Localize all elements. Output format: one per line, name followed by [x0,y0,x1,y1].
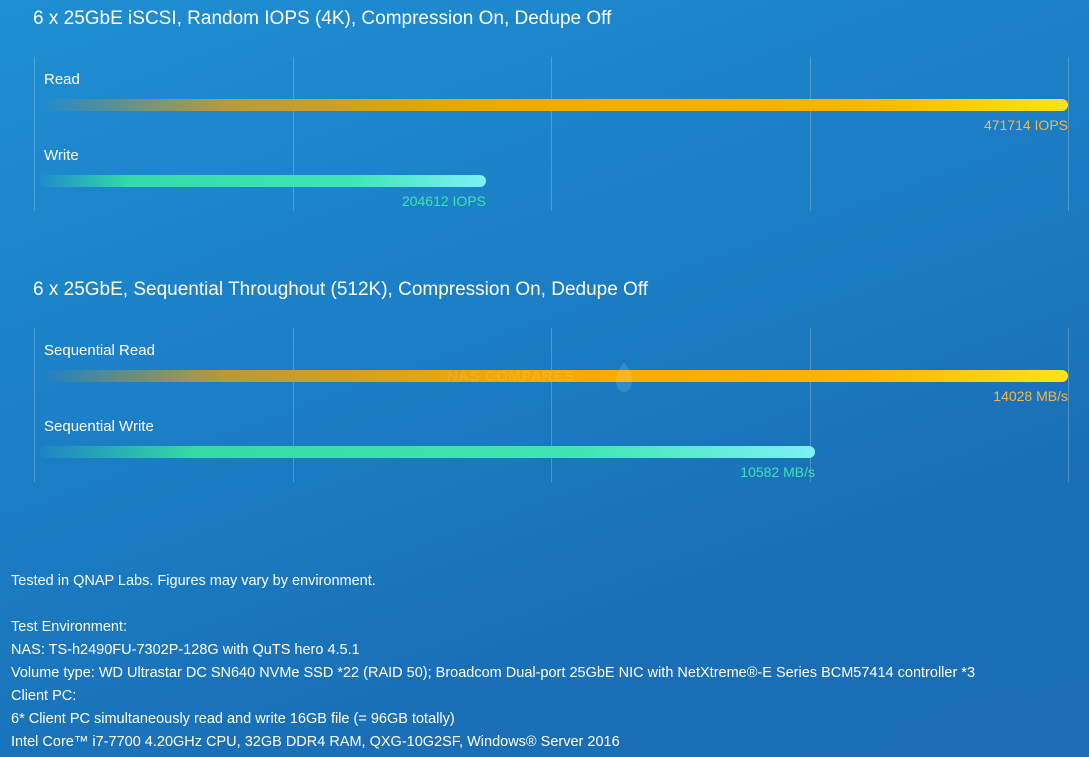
chart-title-sequential: 6 x 25GbE, Sequential Throughout (512K),… [33,279,649,300]
client-pc-heading: Client PC: [11,688,77,704]
sequential-plot: Sequential Read 14028 MB/s Sequential Wr… [34,328,1069,482]
bar-sequential-write [40,446,815,458]
watermark-text: NAS COMPARES [447,368,575,385]
value-label-write: 204612 IOPS [401,193,486,209]
series-label-sequential-read: Sequential Read [44,342,155,359]
nas-compares-logo-icon [616,362,632,392]
series-label-read: Read [44,71,80,88]
gridline [551,57,552,211]
test-environment-heading: Test Environment: [11,619,128,635]
volume-spec-text: Volume type: WD Ultrastar DC SN640 NVMe … [11,665,976,681]
series-label-sequential-write: Sequential Write [44,418,154,435]
gridline [293,328,294,482]
bar-sequential-read [40,370,1068,382]
chart-title-random-iops: 6 x 25GbE iSCSI, Random IOPS (4K), Compr… [33,8,612,29]
gridline [293,57,294,211]
gridline [34,328,35,482]
client-spec-text: Intel Core™ i7-7700 4.20GHz CPU, 32GB DD… [11,734,620,750]
gridline [1068,57,1069,211]
bar-read [40,99,1068,111]
gridline [551,328,552,482]
client-load-text: 6* Client PC simultaneously read and wri… [11,711,455,727]
disclaimer-text: Tested in QNAP Labs. Figures may vary by… [11,573,376,589]
value-label-read: 471714 IOPS [983,117,1068,133]
series-label-write: Write [44,147,79,164]
gridline [1068,328,1069,482]
value-label-sequential-read: 14028 MB/s [993,388,1068,404]
gridline [810,57,811,211]
spacer [11,593,975,616]
value-label-sequential-write: 10582 MB/s [740,464,815,480]
nas-spec-text: NAS: TS-h2490FU-7302P-128G with QuTS her… [11,642,360,658]
gridline [34,57,35,211]
gridline [810,328,811,482]
bar-write [40,175,486,187]
test-notes: Tested in QNAP Labs. Figures may vary by… [11,570,975,754]
random-iops-plot: Read 471714 IOPS Write 204612 IOPS [34,57,1069,211]
